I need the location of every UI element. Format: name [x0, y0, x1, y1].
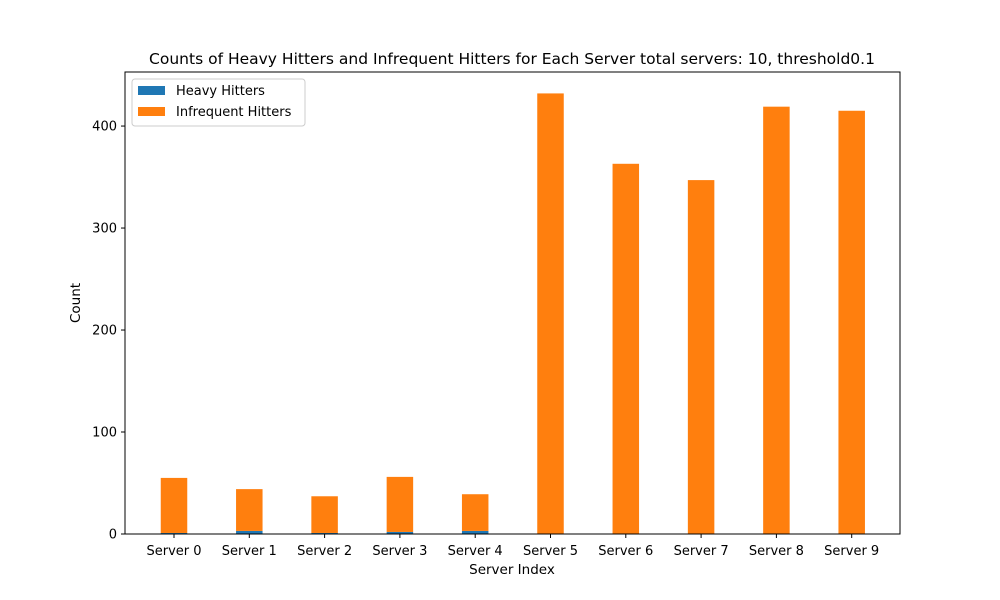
legend-swatch-heavy-hitters — [138, 86, 165, 95]
x-tick-label: Server 8 — [749, 544, 804, 559]
bar-heavy-hitters-server-2 — [311, 532, 338, 534]
x-tick-label: Server 0 — [146, 544, 201, 559]
bars-group — [160, 93, 865, 534]
bar-heavy-hitters-server-0 — [160, 532, 188, 534]
x-tick-label: Server 7 — [674, 544, 729, 559]
bar-infrequent-hitters-server-4 — [461, 494, 489, 531]
bar-heavy-hitters-server-1 — [236, 530, 263, 534]
x-tick-label: Server 9 — [824, 544, 879, 559]
chart-title: Counts of Heavy Hitters and Infrequent H… — [149, 50, 875, 68]
legend-frame — [131, 78, 306, 127]
y-tick-label: 200 — [92, 324, 117, 339]
bar-infrequent-hitters-server-2 — [311, 496, 338, 533]
bar-infrequent-hitters-server-7 — [687, 180, 715, 534]
y-tick-label: 100 — [92, 426, 117, 441]
bar-infrequent-hitters-server-5 — [537, 93, 564, 534]
x-tick-label: Server 6 — [598, 544, 653, 559]
x-tick-label: Server 4 — [448, 544, 503, 559]
legend-swatch-infrequent-hitters — [138, 107, 165, 116]
y-axis-label: Count — [68, 283, 84, 323]
bar-infrequent-hitters-server-3 — [386, 476, 414, 532]
y-tick-label: 300 — [92, 222, 117, 237]
y-tick-label: 0 — [109, 528, 117, 543]
x-tick-label: Server 5 — [523, 544, 578, 559]
x-tick-label: Server 1 — [222, 544, 277, 559]
legend: Heavy Hitters Infrequent Hitters — [131, 78, 306, 127]
bar-infrequent-hitters-server-1 — [236, 489, 263, 531]
bar-infrequent-hitters-server-6 — [612, 163, 640, 534]
bar-heavy-hitters-server-4 — [461, 530, 489, 534]
bar-infrequent-hitters-server-8 — [763, 106, 790, 534]
bar-infrequent-hitters-server-9 — [838, 110, 865, 534]
bar-infrequent-hitters-server-0 — [160, 477, 188, 533]
bar-heavy-hitters-server-3 — [386, 531, 414, 534]
plot-frame — [124, 71, 901, 535]
x-axis-label: Server Index — [469, 562, 555, 578]
legend-label-heavy-hitters: Heavy Hitters — [176, 84, 265, 99]
y-axis: 0 100 200 300 400 — [92, 120, 125, 543]
x-tick-label: Server 2 — [297, 544, 352, 559]
y-tick-label: 400 — [92, 120, 117, 135]
x-axis: Server 0 Server 1 Server 2 Server 3 Server 4… — [146, 534, 879, 559]
legend-label-infrequent-hitters: Infrequent Hitters — [176, 105, 292, 120]
x-tick-label: Server 3 — [372, 544, 427, 559]
